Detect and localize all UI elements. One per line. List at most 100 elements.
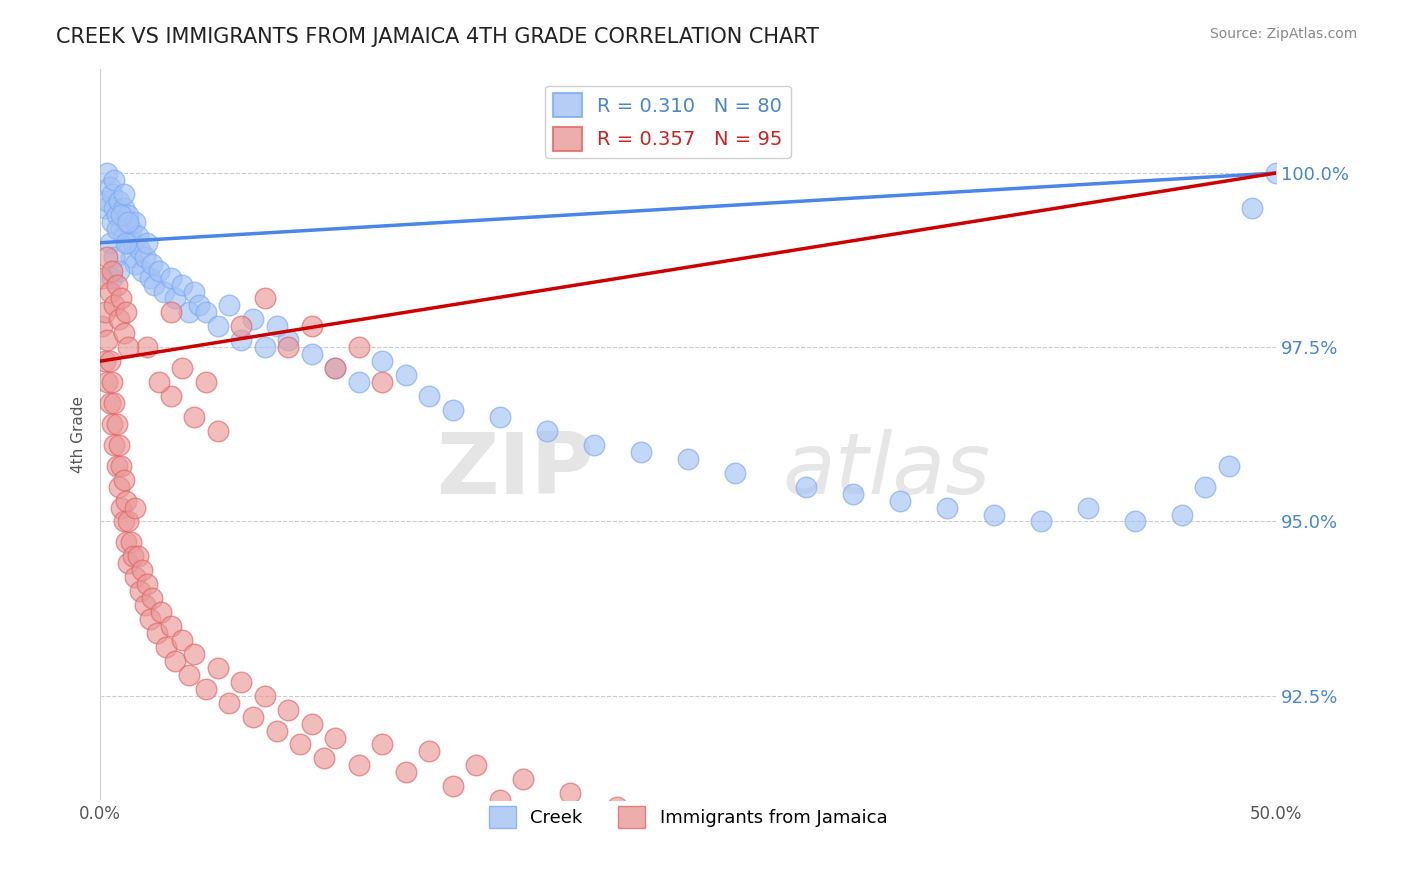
Point — [108, 480, 131, 494]
Point — [560, 786, 582, 800]
Point — [98, 396, 121, 410]
Point — [187, 298, 209, 312]
Point — [103, 396, 125, 410]
Point — [1194, 480, 1216, 494]
Point — [347, 758, 370, 772]
Point — [155, 640, 177, 654]
Point — [112, 326, 135, 341]
Point — [582, 438, 605, 452]
Point — [110, 221, 132, 235]
Y-axis label: 4th Grade: 4th Grade — [72, 396, 86, 473]
Point — [207, 319, 229, 334]
Point — [115, 215, 138, 229]
Point — [96, 166, 118, 180]
Point — [536, 424, 558, 438]
Point — [127, 549, 149, 564]
Text: CREEK VS IMMIGRANTS FROM JAMAICA 4TH GRADE CORRELATION CHART: CREEK VS IMMIGRANTS FROM JAMAICA 4TH GRA… — [56, 27, 820, 46]
Point — [218, 696, 240, 710]
Point — [172, 277, 194, 292]
Point — [172, 361, 194, 376]
Point — [489, 793, 512, 807]
Point — [98, 354, 121, 368]
Point — [138, 612, 160, 626]
Point — [301, 716, 323, 731]
Point — [323, 361, 346, 376]
Point — [301, 319, 323, 334]
Point — [108, 263, 131, 277]
Point — [371, 354, 394, 368]
Point — [371, 375, 394, 389]
Point — [117, 208, 139, 222]
Point — [242, 709, 264, 723]
Point — [103, 201, 125, 215]
Point — [301, 347, 323, 361]
Point — [266, 319, 288, 334]
Point — [143, 277, 166, 292]
Point — [312, 751, 335, 765]
Point — [207, 424, 229, 438]
Point — [110, 292, 132, 306]
Point — [630, 835, 652, 849]
Point — [606, 800, 628, 814]
Point — [489, 409, 512, 424]
Point — [117, 235, 139, 250]
Point — [231, 674, 253, 689]
Point — [101, 270, 124, 285]
Point — [983, 508, 1005, 522]
Point — [117, 515, 139, 529]
Point — [145, 626, 167, 640]
Point — [124, 257, 146, 271]
Point — [441, 403, 464, 417]
Point — [183, 409, 205, 424]
Point — [582, 821, 605, 835]
Point — [91, 270, 114, 285]
Point — [536, 807, 558, 822]
Point — [110, 208, 132, 222]
Point — [418, 744, 440, 758]
Point — [253, 340, 276, 354]
Point — [136, 235, 159, 250]
Point — [101, 215, 124, 229]
Point — [112, 186, 135, 201]
Point — [117, 215, 139, 229]
Point — [159, 619, 181, 633]
Point — [183, 647, 205, 661]
Point — [1123, 515, 1146, 529]
Point — [277, 333, 299, 347]
Point — [94, 305, 117, 319]
Point — [323, 731, 346, 745]
Point — [103, 173, 125, 187]
Point — [101, 375, 124, 389]
Point — [395, 368, 418, 383]
Point — [347, 340, 370, 354]
Point — [120, 250, 142, 264]
Point — [347, 375, 370, 389]
Point — [110, 500, 132, 515]
Point — [117, 556, 139, 570]
Point — [724, 466, 747, 480]
Point — [98, 180, 121, 194]
Point — [98, 285, 121, 299]
Point — [935, 500, 957, 515]
Point — [96, 333, 118, 347]
Point — [138, 270, 160, 285]
Point — [108, 312, 131, 326]
Point — [129, 243, 152, 257]
Point — [242, 312, 264, 326]
Point — [141, 257, 163, 271]
Point — [841, 486, 863, 500]
Point — [207, 661, 229, 675]
Point — [1218, 458, 1240, 473]
Point — [441, 779, 464, 793]
Point — [103, 298, 125, 312]
Point — [120, 535, 142, 549]
Point — [105, 277, 128, 292]
Point — [122, 235, 145, 250]
Point — [120, 221, 142, 235]
Point — [117, 340, 139, 354]
Point — [141, 591, 163, 606]
Point — [131, 263, 153, 277]
Point — [134, 250, 156, 264]
Point — [794, 480, 817, 494]
Point — [103, 250, 125, 264]
